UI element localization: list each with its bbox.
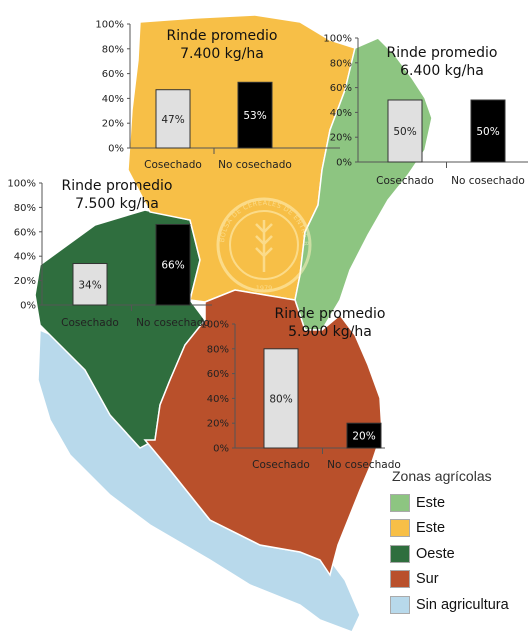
category-label: No cosechado [327,459,401,471]
legend-item-sin-agricultura: Sin agricultura [390,592,525,618]
legend-item-oeste: Oeste [390,541,525,567]
y-tick-label: 60% [102,69,124,80]
y-tick-label: 20% [207,419,229,430]
y-tick-label: 80% [14,203,36,214]
y-tick-label: 100% [200,320,229,331]
y-tick-label: 40% [330,108,352,119]
legend-label: Sin agricultura [416,596,509,613]
y-tick-label: 0% [336,158,352,169]
bar [155,223,191,306]
legend-item-este-light: Este [390,490,525,516]
category-label: No cosechado [218,159,292,171]
bar [72,263,108,306]
wheat-icon [255,220,273,272]
y-tick-label: 80% [102,44,124,55]
emblem-year: 1979 [256,284,273,292]
bar [387,99,423,163]
bar-value-label: 50% [476,126,499,138]
bar-value-label: 50% [393,126,416,138]
bar-value-label: 53% [243,110,266,122]
bar [346,422,382,449]
y-tick-label: 100% [95,20,124,31]
y-tick-label: 20% [102,119,124,130]
legend-item-este-orange: Este [390,516,525,542]
legend-title: Zonas agrícolas [392,468,492,484]
bar [237,81,273,149]
y-tick-label: 80% [207,344,229,355]
y-tick-label: 40% [102,94,124,105]
chart-title: Rinde promedio [62,178,173,194]
bar [470,99,506,163]
legend-swatch [390,493,410,512]
bar-value-label: 20% [352,431,375,443]
y-tick-label: 80% [330,58,352,69]
y-tick-label: 40% [207,394,229,405]
bar-value-label: 47% [161,114,184,126]
y-tick-label: 100% [323,34,352,45]
y-tick-label: 100% [7,179,36,190]
legend: Zonas agrícolas Este Este Oeste Sur Sin … [390,468,525,618]
chart-title: Rinde promedio [275,306,386,322]
category-label: No cosechado [451,175,525,187]
legend-label: Oeste [416,545,455,562]
charts-layer: 0% 20% 40% 60% 80% 100% 47% Cosechado 53% No cose… [7,20,528,471]
category-label: Cosechado [252,459,310,471]
category-label: Cosechado [144,159,202,171]
y-tick-label: 0% [108,144,124,155]
chart-title: Rinde promedio [387,45,498,61]
chart-subtitle: 7.500 kg/ha [75,196,159,212]
bar-value-label: 34% [78,279,101,291]
bar [263,348,299,449]
legend-swatch [390,570,410,589]
chart-subtitle: 5.900 kg/ha [288,324,372,340]
chart-subtitle: 6.400 kg/ha [400,63,484,79]
legend-swatch [390,595,410,614]
y-tick-label: 60% [14,227,36,238]
bar-value-label: 66% [161,260,184,272]
bar [155,89,191,149]
chart-subtitle: 7.400 kg/ha [180,46,264,62]
legend-label: Este [416,520,446,537]
legend-item-sur: Sur [390,567,525,593]
category-label: Cosechado [61,317,119,329]
legend-swatch [390,544,410,563]
y-tick-label: 20% [14,276,36,287]
y-tick-label: 40% [14,252,36,263]
bar-value-label: 80% [269,393,292,405]
chart-title: Rinde promedio [167,28,278,44]
y-tick-label: 60% [330,83,352,94]
legend-label: Sur [416,571,439,588]
category-label: No cosechado [136,317,210,329]
legend-swatch [390,519,410,538]
y-tick-label: 20% [330,133,352,144]
y-tick-label: 60% [207,369,229,380]
y-tick-label: 0% [20,301,36,312]
category-label: Cosechado [376,175,434,187]
y-tick-label: 0% [213,444,229,455]
legend-label: Este [416,494,446,511]
